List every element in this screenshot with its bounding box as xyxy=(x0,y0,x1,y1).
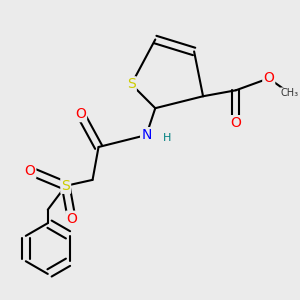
Text: O: O xyxy=(230,116,241,130)
Text: S: S xyxy=(127,77,136,91)
Text: N: N xyxy=(141,128,152,142)
Text: O: O xyxy=(66,212,77,226)
Text: O: O xyxy=(24,164,35,178)
Text: O: O xyxy=(75,107,86,121)
Text: O: O xyxy=(263,71,274,85)
Text: H: H xyxy=(163,133,171,143)
Text: CH₃: CH₃ xyxy=(280,88,299,98)
Text: S: S xyxy=(61,179,70,193)
